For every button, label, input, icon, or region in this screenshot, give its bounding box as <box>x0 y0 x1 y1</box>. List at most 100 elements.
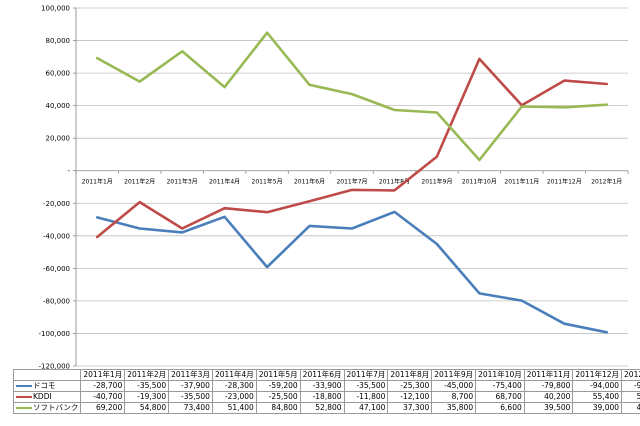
table-cell: 39,500 <box>523 402 574 414</box>
x-tick-label: 2011年5月 <box>252 178 283 186</box>
table-cell: 35,800 <box>431 402 477 414</box>
table-cell: 37,300 <box>387 402 433 414</box>
table-cell: -25,500 <box>255 391 301 403</box>
table-cell: 69,200 <box>80 402 126 414</box>
table-cell: 68,700 <box>475 391 525 403</box>
x-tick-label: 2011年6月 <box>294 178 325 186</box>
column-header: 2011年5月 <box>255 369 301 381</box>
table-cell: -75,400 <box>475 380 525 392</box>
table-cell: -35,500 <box>124 380 170 392</box>
series-line <box>95 57 609 239</box>
table-cell: 52,800 <box>299 402 345 414</box>
table-cell: 8,700 <box>431 391 477 403</box>
table-cell: -12,100 <box>387 391 433 403</box>
table-row-kddi: KDDI -40,700 -19,300 -35,500 -23,000 -25… <box>12 391 640 403</box>
table-cell: 53,300 <box>621 391 640 403</box>
table-cell: -94,000 <box>572 380 623 392</box>
series-label-docomo: ドコモ <box>12 380 82 392</box>
x-tick-label: 2011年12月 <box>547 178 582 186</box>
x-tick-label: 2011年2月 <box>124 178 155 186</box>
x-tick-label: 2011年8月 <box>379 178 410 186</box>
y-tick-label: - <box>67 167 70 175</box>
table-cell: -59,200 <box>255 380 301 392</box>
table-cell: -37,900 <box>168 380 213 392</box>
column-header: 2011年7月 <box>343 369 389 381</box>
table-row-docomo: ドコモ -28,700 -35,500 -37,900 -28,300 -59,… <box>12 380 640 392</box>
series-name: KDDI <box>33 392 52 402</box>
table-cell: -28,300 <box>211 380 257 392</box>
y-tick-label: 60,000 <box>46 70 71 78</box>
table-cell: -33,900 <box>299 380 345 392</box>
series-line <box>95 210 609 334</box>
y-tick-label: -100,000 <box>39 330 70 338</box>
table-corner-cell <box>12 369 82 381</box>
table-cell: -45,000 <box>431 380 477 392</box>
table-cell: -79,800 <box>523 380 574 392</box>
y-tick-label: -40,000 <box>43 232 70 240</box>
table-cell: 40,600 <box>621 402 640 414</box>
table-cell: 54,800 <box>124 402 170 414</box>
table-header-row: 2011年1月 2011年2月 2011年3月 2011年4月 2011年5月 … <box>12 369 640 381</box>
table-cell: -23,000 <box>211 391 257 403</box>
x-tick-label: 2011年10月 <box>462 178 497 186</box>
column-header: 2011年2月 <box>124 369 170 381</box>
x-tick-label: 2012年1月 <box>591 178 622 186</box>
table-cell: 51,400 <box>211 402 257 414</box>
table-cell: 55,400 <box>572 391 623 403</box>
column-header: 2011年10月 <box>475 369 525 381</box>
column-header: 2011年4月 <box>211 369 257 381</box>
gridlines <box>76 7 628 367</box>
x-tick-label: 2011年11月 <box>504 178 539 186</box>
table-cell: -99,300 <box>621 380 640 392</box>
series-label-softbank: ソフトバンク <box>12 402 82 414</box>
y-tick-label: -20,000 <box>43 200 70 208</box>
series-label-kddi: KDDI <box>12 391 82 403</box>
x-tick-label: 2011年1月 <box>82 178 113 186</box>
table-cell: -19,300 <box>124 391 170 403</box>
table-cell: 47,100 <box>343 402 389 414</box>
x-axis-tick-labels: 2011年1月 2011年2月 2011年3月 2011年4月 2011年5月 2011年… <box>82 178 623 186</box>
table-row-softbank: ソフトバンク 69,200 54,800 73,400 51,400 84,80… <box>12 402 640 414</box>
y-tick-label: -60,000 <box>43 265 70 273</box>
series-name: ソフトバンク <box>33 403 79 413</box>
series-name: ドコモ <box>33 381 56 391</box>
table-cell: -35,500 <box>343 380 389 392</box>
column-header: 2011年11月 <box>523 369 574 381</box>
table-cell: -18,800 <box>299 391 345 403</box>
column-header: 2012年1月 <box>621 369 640 381</box>
column-header: 2011年12月 <box>572 369 623 381</box>
series-line <box>95 31 609 162</box>
column-header: 2011年3月 <box>168 369 213 381</box>
y-axis-tick-labels: 100,000 80,000 60,000 40,000 20,000 - -20,000 -… <box>39 5 71 371</box>
chart-axes <box>73 7 629 367</box>
data-table: 2011年1月 2011年2月 2011年3月 2011年4月 2011年5月 … <box>12 369 640 414</box>
x-tick-label: 2011年9月 <box>421 178 452 186</box>
table-cell: -35,500 <box>168 391 213 403</box>
series-lines <box>95 31 609 334</box>
y-tick-label: 20,000 <box>46 135 71 143</box>
legend-key-softbank <box>16 407 32 409</box>
table-cell: -40,700 <box>80 391 126 403</box>
y-tick-label: 80,000 <box>46 37 71 45</box>
y-tick-label: 40,000 <box>46 102 71 110</box>
table-cell: -11,800 <box>343 391 389 403</box>
table-cell: -28,700 <box>80 380 126 392</box>
table-cell: 73,400 <box>168 402 213 414</box>
table-cell: 39,000 <box>572 402 623 414</box>
column-header: 2011年1月 <box>80 369 126 381</box>
table-cell: -25,300 <box>387 380 433 392</box>
y-tick-label: -80,000 <box>43 297 70 305</box>
column-header: 2011年9月 <box>431 369 477 381</box>
column-header: 2011年8月 <box>387 369 433 381</box>
y-tick-label: 100,000 <box>41 5 70 13</box>
x-tick-label: 2011年7月 <box>336 178 367 186</box>
x-tick-label: 2011年3月 <box>167 178 198 186</box>
table-cell: 84,800 <box>255 402 301 414</box>
legend-key-docomo <box>16 385 32 387</box>
table-cell: 40,200 <box>523 391 574 403</box>
legend-key-kddi <box>16 396 32 398</box>
x-tick-label: 2011年4月 <box>209 178 240 186</box>
y-tick-label: -120,000 <box>39 363 70 371</box>
column-header: 2011年6月 <box>299 369 345 381</box>
